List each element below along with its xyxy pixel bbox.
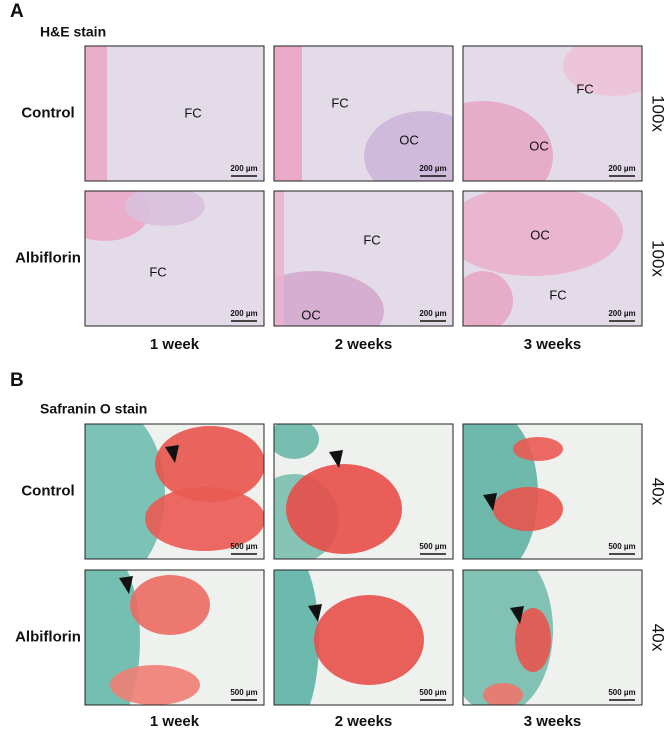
tissue	[364, 111, 453, 181]
micrograph	[463, 424, 642, 559]
row-label: Albiflorin	[15, 249, 81, 266]
frame	[84, 423, 265, 560]
frame	[273, 45, 454, 182]
frame	[462, 569, 643, 706]
frame	[84, 569, 265, 706]
frame	[462, 190, 643, 327]
tissue-label: OC	[399, 132, 419, 147]
micrograph	[85, 424, 264, 559]
tissue-bg	[85, 46, 264, 181]
micrograph	[274, 191, 453, 326]
row-label: Control	[21, 482, 74, 499]
scale-label: 200 µm	[419, 309, 446, 318]
tissue	[85, 46, 107, 181]
tissue-label: FC	[149, 264, 166, 279]
stain-title: Safranin O stain	[40, 401, 147, 417]
row-label: Control	[21, 104, 74, 121]
panel-letter: B	[10, 370, 24, 391]
tissue	[155, 426, 264, 502]
frame	[273, 190, 454, 327]
arrowhead	[510, 606, 524, 624]
scale-label: 500 µm	[419, 688, 446, 697]
scale-label: 200 µm	[230, 164, 257, 173]
frame	[273, 569, 454, 706]
tissue-label: OC	[301, 307, 321, 322]
stain-title: H&E stain	[40, 24, 106, 40]
tissue	[274, 46, 302, 181]
arrowhead	[483, 493, 497, 511]
tissue-label: FC	[549, 287, 566, 302]
tissue	[274, 271, 384, 326]
arrowhead	[165, 445, 179, 463]
magnification: 40x	[649, 624, 668, 652]
panel-letter: A	[10, 1, 24, 22]
tissue	[493, 487, 563, 531]
tissue	[274, 191, 284, 326]
scale-label: 500 µm	[419, 542, 446, 551]
tissue	[463, 101, 553, 181]
micrograph	[463, 570, 642, 705]
tissue	[314, 595, 424, 685]
column-label: 1 week	[150, 713, 200, 730]
magnification: 100x	[649, 240, 668, 277]
micrograph	[274, 46, 453, 181]
micrograph	[274, 570, 453, 705]
tissue	[125, 191, 205, 226]
tissue	[515, 608, 551, 672]
tissue	[274, 570, 319, 705]
tissue-label: FC	[363, 232, 380, 247]
column-label: 2 weeks	[335, 336, 393, 353]
tissue	[513, 437, 563, 461]
scale-label: 500 µm	[230, 688, 257, 697]
scale-label: 200 µm	[230, 309, 257, 318]
frame	[84, 190, 265, 327]
tissue	[110, 665, 200, 705]
scale-label: 200 µm	[608, 164, 635, 173]
frame	[462, 45, 643, 182]
tissue-label: FC	[331, 95, 348, 110]
tissue	[145, 487, 264, 551]
tissue	[130, 575, 210, 635]
magnification: 100x	[649, 95, 668, 132]
tissue	[274, 424, 319, 459]
scale-label: 200 µm	[419, 164, 446, 173]
frame	[462, 423, 643, 560]
scale-label: 200 µm	[608, 309, 635, 318]
micrograph	[463, 46, 642, 181]
tissue	[483, 683, 523, 705]
micrograph	[85, 46, 264, 181]
tissue-label: FC	[184, 105, 201, 120]
arrowhead	[308, 604, 322, 622]
row-label: Albiflorin	[15, 628, 81, 645]
tissue	[563, 46, 642, 96]
scale-label: 500 µm	[608, 688, 635, 697]
frame	[273, 423, 454, 560]
micrograph	[274, 424, 453, 559]
scale-label: 500 µm	[230, 542, 257, 551]
tissue	[463, 191, 623, 276]
micrograph	[85, 191, 264, 326]
arrowhead	[119, 576, 133, 594]
tissue	[85, 424, 165, 559]
magnification: 40x	[649, 478, 668, 506]
tissue-label: FC	[576, 81, 593, 96]
column-label: 3 weeks	[524, 336, 582, 353]
column-label: 3 weeks	[524, 713, 582, 730]
scale-label: 500 µm	[608, 542, 635, 551]
tissue	[463, 271, 513, 326]
column-label: 2 weeks	[335, 713, 393, 730]
micrograph	[463, 191, 642, 326]
tissue-label: OC	[530, 227, 550, 242]
tissue-label: OC	[529, 138, 549, 153]
micrograph	[85, 570, 264, 705]
frame	[84, 45, 265, 182]
tissue	[286, 464, 402, 554]
column-label: 1 week	[150, 336, 200, 353]
arrowhead	[329, 450, 343, 468]
